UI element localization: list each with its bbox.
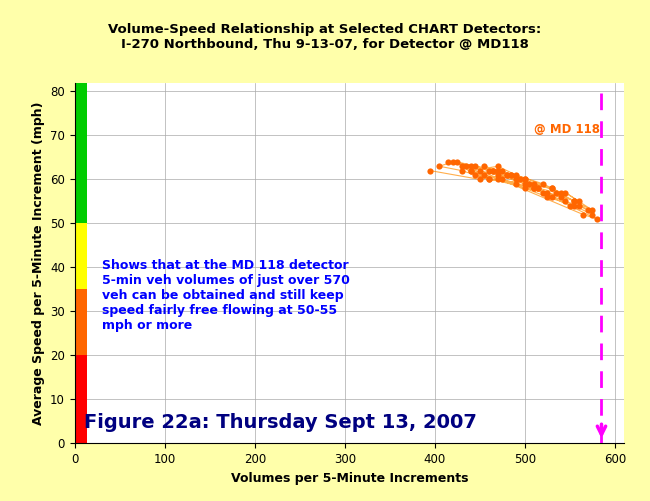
Point bbox=[479, 162, 489, 170]
Point bbox=[560, 197, 571, 205]
Point bbox=[547, 184, 557, 192]
Point bbox=[588, 206, 598, 214]
Bar bbox=[75, 83, 87, 223]
Point bbox=[520, 175, 530, 183]
Point bbox=[497, 175, 508, 183]
Point bbox=[502, 171, 512, 179]
Point bbox=[470, 162, 480, 170]
Point bbox=[506, 171, 517, 179]
Point bbox=[448, 158, 458, 166]
Point bbox=[542, 193, 552, 201]
Point bbox=[466, 167, 476, 175]
Point bbox=[457, 162, 467, 170]
Point bbox=[528, 184, 539, 192]
Point bbox=[533, 184, 543, 192]
Point bbox=[542, 189, 552, 197]
Point bbox=[493, 167, 503, 175]
Bar bbox=[75, 223, 87, 290]
Point bbox=[484, 175, 494, 183]
Point bbox=[520, 184, 530, 192]
Point bbox=[560, 189, 571, 197]
Point bbox=[565, 202, 575, 210]
Point bbox=[493, 162, 503, 170]
Text: Figure 22a: Thursday Sept 13, 2007: Figure 22a: Thursday Sept 13, 2007 bbox=[84, 413, 476, 432]
Point bbox=[474, 175, 485, 183]
Point bbox=[551, 189, 562, 197]
Point bbox=[484, 167, 494, 175]
Point bbox=[547, 193, 557, 201]
Point bbox=[569, 197, 580, 205]
Point bbox=[533, 184, 543, 192]
Point bbox=[569, 197, 580, 205]
Point bbox=[511, 180, 521, 188]
Point bbox=[547, 184, 557, 192]
Point bbox=[452, 158, 463, 166]
Point bbox=[497, 167, 508, 175]
Point bbox=[588, 210, 598, 218]
X-axis label: Volumes per 5-Minute Increments: Volumes per 5-Minute Increments bbox=[231, 471, 468, 484]
Point bbox=[538, 189, 548, 197]
Point bbox=[528, 180, 539, 188]
Text: Shows that at the MD 118 detector
5-min veh volumes of just over 570
veh can be : Shows that at the MD 118 detector 5-min … bbox=[102, 259, 350, 332]
Point bbox=[466, 162, 476, 170]
Point bbox=[488, 167, 499, 175]
Point bbox=[583, 206, 593, 214]
Point bbox=[493, 171, 503, 179]
Point bbox=[525, 180, 535, 188]
Text: @ MD 118: @ MD 118 bbox=[534, 123, 600, 136]
Point bbox=[443, 158, 454, 166]
Point bbox=[457, 167, 467, 175]
Point bbox=[528, 184, 539, 192]
Point bbox=[506, 171, 517, 179]
Point bbox=[578, 210, 589, 218]
Point bbox=[466, 167, 476, 175]
Point bbox=[592, 215, 602, 223]
Point bbox=[574, 197, 584, 205]
Point bbox=[511, 171, 521, 179]
Point bbox=[493, 175, 503, 183]
Point bbox=[484, 175, 494, 183]
Point bbox=[474, 167, 485, 175]
Bar bbox=[75, 355, 87, 443]
Point bbox=[515, 175, 526, 183]
Point bbox=[538, 180, 548, 188]
Point bbox=[574, 202, 584, 210]
Point bbox=[488, 167, 499, 175]
Point bbox=[462, 162, 472, 170]
Point bbox=[511, 175, 521, 183]
Point bbox=[502, 171, 512, 179]
Point bbox=[434, 162, 445, 170]
Point bbox=[520, 175, 530, 183]
Point bbox=[569, 202, 580, 210]
Point bbox=[470, 171, 480, 179]
Point bbox=[556, 193, 566, 201]
Point bbox=[520, 180, 530, 188]
Bar bbox=[75, 290, 87, 355]
Text: Volume-Speed Relationship at Selected CHART Detectors:
I-270 Northbound, Thu 9-1: Volume-Speed Relationship at Selected CH… bbox=[109, 23, 541, 51]
Point bbox=[556, 189, 566, 197]
Point bbox=[479, 171, 489, 179]
Point bbox=[425, 167, 436, 175]
Point bbox=[528, 184, 539, 192]
Y-axis label: Average Speed per 5-Minute Increment (mph): Average Speed per 5-Minute Increment (mp… bbox=[32, 101, 45, 425]
